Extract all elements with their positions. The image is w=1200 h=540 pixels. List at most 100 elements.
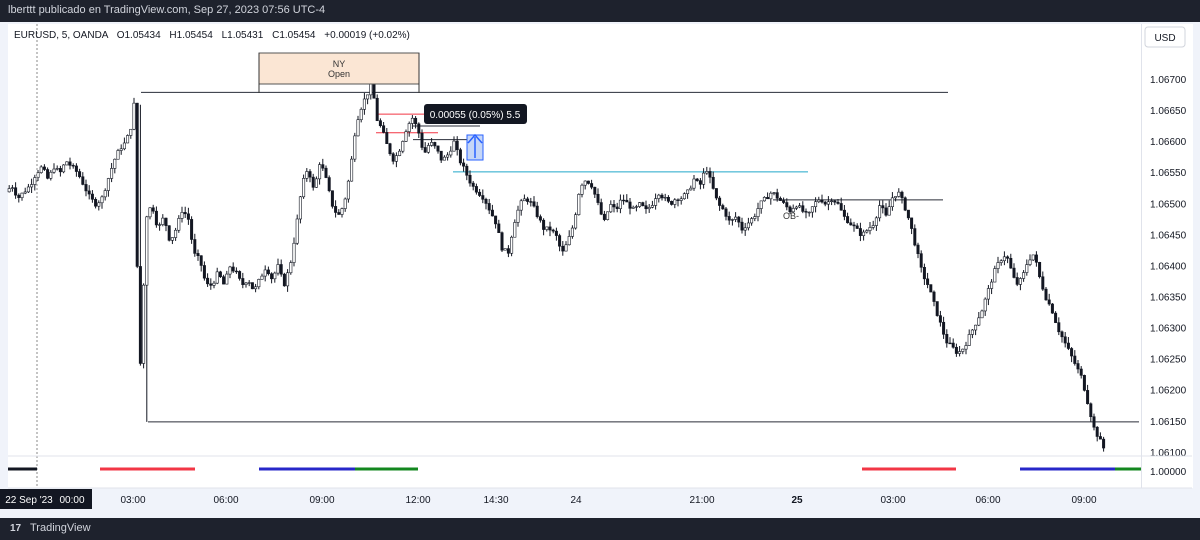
candle-up bbox=[407, 123, 411, 132]
candle-down bbox=[1095, 426, 1099, 437]
price-tick-label: 1.06700 bbox=[1150, 75, 1187, 86]
candle-down bbox=[766, 197, 770, 200]
svg-text:EURUSD, 5, OANDA O1.0543: EURUSD, 5, OANDA O1.05434 H1.05454 L1.05… bbox=[14, 30, 410, 41]
legend-close: 1.05454 bbox=[279, 30, 316, 41]
candle-up bbox=[1002, 256, 1006, 262]
candle-down bbox=[586, 180, 590, 184]
candle-down bbox=[1041, 276, 1045, 290]
candle-up bbox=[618, 199, 622, 210]
candle-down bbox=[279, 264, 283, 275]
candle-up bbox=[577, 194, 581, 216]
tradingview-brand: TradingView bbox=[30, 522, 91, 534]
candle-up bbox=[964, 345, 968, 350]
candle-down bbox=[1089, 403, 1093, 418]
candle-up bbox=[1025, 264, 1029, 273]
candle-down bbox=[913, 228, 917, 246]
candle-up bbox=[814, 201, 818, 208]
candle-up bbox=[295, 218, 299, 244]
candle-up bbox=[20, 192, 24, 198]
candle-up bbox=[350, 158, 354, 182]
candle-down bbox=[250, 282, 254, 290]
candle-up bbox=[228, 266, 232, 275]
candle-down bbox=[490, 209, 494, 217]
candle-up bbox=[161, 217, 165, 225]
candle-up bbox=[759, 200, 763, 209]
indicator-value: 1.00000 bbox=[1150, 467, 1187, 478]
candle-down bbox=[462, 162, 466, 167]
candle-down bbox=[820, 199, 824, 203]
candle-up bbox=[609, 204, 613, 213]
candle-down bbox=[324, 167, 328, 178]
candle-up bbox=[359, 109, 363, 121]
candle-up bbox=[961, 348, 965, 352]
candle-up bbox=[583, 180, 587, 186]
candle-down bbox=[554, 230, 558, 236]
time-axis-labels[interactable]: 22 Sep '23 00:00 03:00 06:00 09:00 12:00 14:30… bbox=[0, 489, 1097, 509]
candle-down bbox=[308, 171, 312, 178]
candle-up bbox=[865, 230, 869, 233]
candle-up bbox=[106, 178, 110, 191]
candle-up bbox=[116, 150, 120, 160]
candle-down bbox=[183, 212, 187, 215]
time-tick-label: 14:30 bbox=[483, 495, 508, 506]
candle-up bbox=[970, 329, 974, 335]
candle-down bbox=[234, 270, 238, 273]
candle-down bbox=[494, 215, 498, 225]
candle-up bbox=[39, 166, 43, 173]
candle-up bbox=[276, 264, 280, 274]
candle-up bbox=[634, 206, 638, 208]
measure-arrow-head bbox=[467, 133, 483, 144]
candle-down bbox=[676, 199, 680, 201]
time-tick-label: 25 bbox=[791, 495, 803, 506]
candle-down bbox=[778, 197, 782, 201]
candle-up bbox=[746, 222, 750, 229]
time-tick-label: 21:00 bbox=[689, 495, 714, 506]
candle-up bbox=[263, 269, 267, 277]
candle-up bbox=[410, 117, 414, 124]
price-tick-label: 1.06200 bbox=[1150, 386, 1187, 397]
candle-down bbox=[919, 253, 923, 268]
candle-down bbox=[17, 194, 21, 198]
candle-down bbox=[209, 283, 213, 286]
candle-down bbox=[884, 207, 888, 216]
candle-down bbox=[1038, 261, 1042, 278]
candle-down bbox=[839, 203, 843, 211]
candle-up bbox=[686, 189, 690, 194]
legend-open: 1.05434 bbox=[124, 30, 161, 41]
legend-high-label: H bbox=[169, 30, 176, 41]
candle-up bbox=[30, 184, 34, 188]
time-tick-label: 09:00 bbox=[309, 495, 334, 506]
candle-down bbox=[954, 346, 958, 354]
candle-down bbox=[942, 321, 946, 335]
candle-down bbox=[385, 132, 389, 144]
time-tick-label: 03:00 bbox=[120, 495, 145, 506]
candle-up bbox=[212, 282, 216, 286]
candle-up bbox=[826, 201, 830, 205]
candle-up bbox=[631, 206, 635, 209]
candle-up bbox=[679, 198, 683, 201]
candle-down bbox=[270, 273, 274, 280]
price-scale[interactable] bbox=[1141, 24, 1193, 488]
candle-up bbox=[346, 180, 350, 200]
legend-low: 1.05431 bbox=[227, 30, 264, 41]
candle-down bbox=[1009, 258, 1013, 269]
ny-open-box[interactable] bbox=[258, 52, 420, 85]
candle-down bbox=[558, 235, 562, 247]
candle-up bbox=[426, 145, 430, 153]
candle-down bbox=[135, 102, 139, 267]
candle-down bbox=[711, 176, 715, 189]
candle-down bbox=[202, 265, 206, 279]
candle-down bbox=[330, 190, 334, 207]
candle-up bbox=[452, 140, 456, 152]
candle-down bbox=[487, 203, 491, 211]
chart-area[interactable] bbox=[8, 24, 1141, 488]
time-tick-label: 24 bbox=[570, 495, 582, 506]
currency-button[interactable] bbox=[1144, 26, 1186, 48]
candle-up bbox=[702, 172, 706, 185]
candle-up bbox=[830, 200, 834, 203]
candle-down bbox=[1054, 312, 1058, 323]
legend: EURUSD, 5, OANDA O1.05434 H1.05454 L1.05… bbox=[14, 30, 410, 41]
candle-down bbox=[641, 202, 645, 206]
candle-up bbox=[314, 178, 318, 188]
